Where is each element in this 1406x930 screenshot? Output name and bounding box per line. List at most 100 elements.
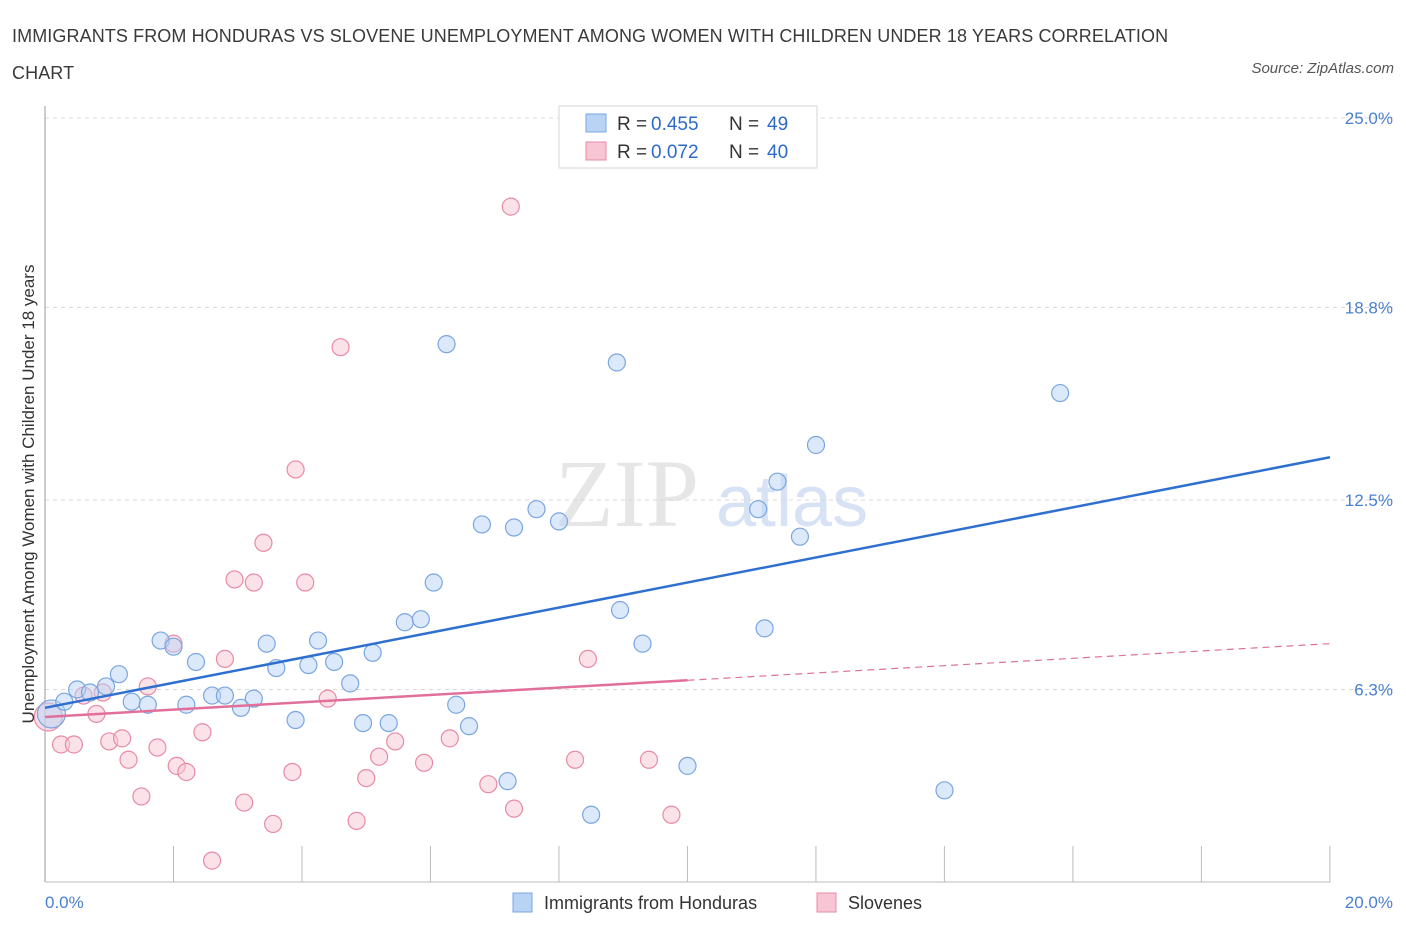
honduras-point <box>633 634 652 653</box>
trend-lines <box>44 455 1331 719</box>
honduras-point <box>138 695 157 714</box>
slovenes-point <box>440 729 459 748</box>
honduras-point <box>498 772 517 791</box>
legend-swatch-pink <box>585 141 607 161</box>
honduras-point <box>610 600 630 620</box>
honduras-point <box>527 500 546 519</box>
stats-legend: R = 0.455 N = 49 R = 0.072 N = 40 <box>558 105 818 169</box>
slovenes-point <box>318 689 337 708</box>
honduras-point <box>308 631 328 650</box>
y-tick-labels: 6.3% 12.5% 18.8% 25.0% <box>1345 109 1393 699</box>
slovenes-point <box>565 750 585 769</box>
slovenes-point <box>357 768 376 788</box>
slovenes-point <box>244 573 263 592</box>
honduras-point <box>790 527 810 546</box>
slovenes-point <box>112 729 132 748</box>
honduras-point <box>1051 383 1070 403</box>
x-tick-label-min: 0.0% <box>45 893 84 912</box>
honduras-point <box>935 781 954 800</box>
honduras-point <box>244 689 263 708</box>
honduras-point <box>678 756 697 775</box>
y-tick-label: 6.3% <box>1354 680 1393 699</box>
slovenes-point <box>662 805 681 824</box>
slovenes-point <box>193 723 212 742</box>
y-axis-title: Unemployment Among Women with Children U… <box>19 265 38 724</box>
legend-r-label-pink: R = <box>617 142 647 163</box>
honduras-point <box>447 695 466 714</box>
honduras-point <box>459 717 479 736</box>
honduras-point <box>299 655 318 675</box>
slovenes-point <box>254 533 273 552</box>
legend-n-value-blue: 49 <box>767 114 788 135</box>
honduras-point <box>806 435 826 455</box>
honduras-point <box>749 500 768 519</box>
slovenes-point <box>414 753 434 772</box>
honduras-point <box>768 472 787 491</box>
honduras-trend-line <box>44 455 1331 710</box>
slovenes-point <box>215 649 234 669</box>
honduras-point <box>424 573 443 592</box>
slovenes-point <box>578 649 598 669</box>
slovenes-trend-extension <box>687 643 1331 681</box>
slovenes-trend-line <box>44 679 688 719</box>
honduras-point <box>395 613 414 632</box>
slovenes-point <box>286 460 305 479</box>
slovenes-point <box>639 750 659 769</box>
slovenes-point <box>296 573 315 592</box>
y-tick-label: 12.5% <box>1345 491 1393 510</box>
watermark-atlas: atlas <box>716 462 868 542</box>
series-legend-swatch-blue <box>512 892 533 913</box>
slovenes-point <box>263 814 283 834</box>
honduras-point <box>472 515 491 534</box>
slovenes-point <box>119 750 138 769</box>
legend-r-value-blue: 0.455 <box>651 114 699 135</box>
series-legend-label-pink: Slovenes <box>848 893 922 913</box>
honduras-point <box>257 634 276 653</box>
slovenes-point <box>479 775 498 794</box>
honduras-point <box>755 619 774 638</box>
slovenes-point <box>148 738 167 757</box>
chart-title: IMMIGRANTS FROM HONDURAS VS SLOVENE UNEM… <box>12 26 1169 83</box>
honduras-point <box>286 710 305 730</box>
honduras-point <box>411 610 430 629</box>
slovenes-points <box>33 197 681 870</box>
honduras-point <box>164 637 183 656</box>
honduras-point <box>341 674 360 693</box>
slovenes-point <box>225 570 244 589</box>
slovenes-point <box>504 799 524 818</box>
slovenes-point <box>64 735 84 754</box>
source-label: Source: ZipAtlas.com <box>1251 60 1394 77</box>
slovenes-point <box>331 338 350 357</box>
honduras-point <box>325 652 344 672</box>
honduras-point <box>96 677 116 696</box>
honduras-point <box>549 512 569 531</box>
slovenes-point <box>202 851 222 870</box>
gridlines <box>45 117 1393 690</box>
slovenes-point <box>235 793 254 812</box>
honduras-point <box>504 518 524 537</box>
honduras-point <box>607 353 626 372</box>
slovenes-point <box>177 762 196 782</box>
series-legend-swatch-pink <box>816 892 837 913</box>
slovenes-point <box>501 197 520 216</box>
honduras-point <box>215 686 234 705</box>
slovenes-point <box>370 747 389 766</box>
series-legend: Immigrants from Honduras Slovenes <box>512 892 922 913</box>
honduras-point <box>122 692 141 711</box>
watermark-zip: ZIP <box>555 440 699 547</box>
honduras-point <box>177 695 196 714</box>
x-ticks <box>172 846 1331 882</box>
honduras-point <box>109 665 128 684</box>
honduras-point <box>80 683 100 702</box>
legend-swatch-blue <box>585 113 607 133</box>
honduras-point <box>379 713 398 733</box>
y-tick-label: 18.8% <box>1345 298 1393 317</box>
legend-n-value-pink: 40 <box>767 142 788 163</box>
legend-r-value-pink: 0.072 <box>651 142 699 163</box>
honduras-point <box>231 698 251 717</box>
honduras-point <box>437 335 456 354</box>
honduras-point <box>353 713 373 733</box>
slovenes-point <box>283 762 302 782</box>
honduras-points <box>36 335 1070 824</box>
